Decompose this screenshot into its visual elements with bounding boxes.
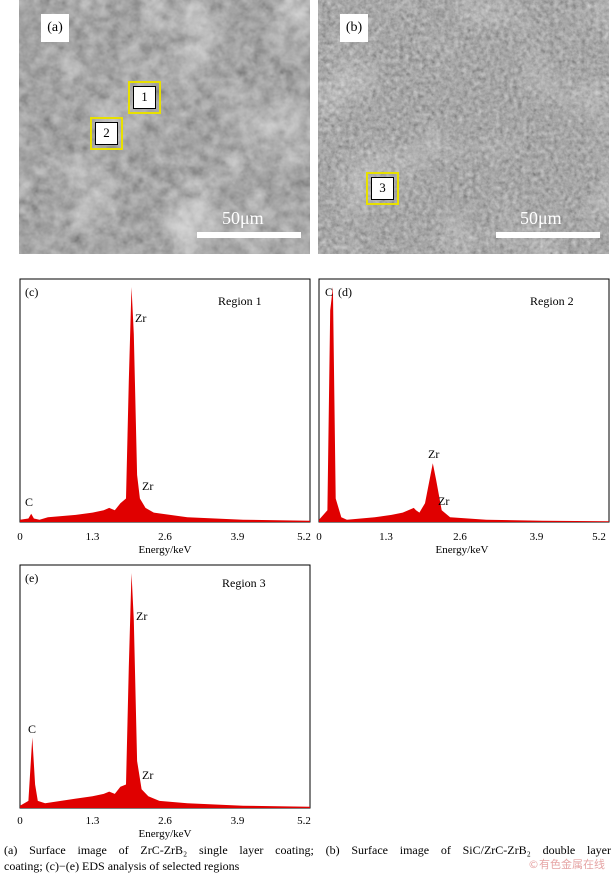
x-axis-label: Energy/keV: [139, 828, 192, 840]
region-label-2: 2: [95, 122, 118, 145]
peak-label-zr-main: Zr: [428, 447, 439, 461]
scale-bar-label-b: 50μm: [520, 208, 562, 228]
x-tick-label: 2.6: [158, 815, 172, 827]
x-tick-label: 2.6: [158, 531, 172, 543]
peak-label-zr-minor: Zr: [142, 479, 153, 493]
x-ticks: 0 1.3 2.6 3.9 5.2: [17, 531, 311, 543]
region-box-1: 1: [128, 81, 161, 114]
panel-label-a: (a): [41, 14, 69, 42]
figure-caption: (a) Surface image of ZrC-ZrB₂ single lay…: [4, 842, 611, 874]
region-box-2: 2: [90, 117, 123, 150]
sem-texture-b: [318, 0, 609, 254]
sem-texture-a: [19, 0, 310, 254]
panel-label: (d): [338, 285, 352, 299]
x-tick-label: 3.9: [530, 531, 544, 543]
region-box-3: 3: [366, 172, 399, 205]
eds-chart-d: C (d) Region 2 Zr Zr 0 1.3 2.6 3.9 5.2 E…: [316, 278, 610, 556]
x-tick-label: 0: [316, 531, 322, 543]
scale-bar-a: [197, 232, 301, 238]
watermark: ©有色金属在线: [528, 858, 605, 871]
x-tick-label: 3.9: [231, 531, 245, 543]
x-tick-label: 1.3: [86, 531, 100, 543]
x-tick-label: 5.2: [297, 531, 311, 543]
panel-label: (e): [25, 571, 38, 585]
sem-image-b: (b) 3 50μm: [318, 0, 609, 254]
plot-frame: [19, 278, 311, 523]
panel-label: (c): [25, 285, 38, 299]
peak-label-c: C: [25, 495, 33, 509]
region-label-3: 3: [371, 177, 394, 200]
chart-title: Region 2: [530, 294, 574, 308]
plot-frame: [318, 278, 610, 523]
chart-title: Region 1: [218, 294, 262, 308]
x-axis-label: Energy/keV: [436, 544, 489, 556]
peak-label-c: C: [325, 285, 333, 299]
x-tick-label: 5.2: [592, 531, 606, 543]
peak-label-zr-minor: Zr: [142, 768, 153, 782]
scale-bar-label-a: 50μm: [222, 208, 264, 228]
panel-label-b: (b): [340, 14, 368, 42]
sem-image-a: (a) 1 2 50μm: [19, 0, 310, 254]
x-tick-label: 3.9: [231, 815, 245, 827]
peak-label-zr-minor: Zr: [438, 494, 449, 508]
x-axis-label: Energy/keV: [139, 544, 192, 556]
caption-line-1: (a) Surface image of ZrC-ZrB₂ single lay…: [4, 843, 611, 857]
x-tick-label: 0: [17, 815, 23, 827]
chart-title: Region 3: [222, 576, 266, 590]
x-tick-label: 1.3: [379, 531, 393, 543]
peak-label-zr-main: Zr: [136, 609, 147, 623]
x-tick-label: 5.2: [297, 815, 311, 827]
eds-chart-c: (c) Region 1 C Zr Zr 0 1.3 2.6 3.9 5.2 E…: [17, 278, 311, 556]
peak-label-c: C: [28, 722, 36, 736]
x-tick-label: 1.3: [86, 815, 100, 827]
eds-chart-e: (e) Region 3 C Zr Zr 0 1.3 2.6 3.9 5.2 E…: [17, 564, 311, 840]
plot-frame: [19, 564, 311, 809]
x-tick-label: 2.6: [453, 531, 467, 543]
scale-bar-b: [496, 232, 600, 238]
x-ticks: 0 1.3 2.6 3.9 5.2: [17, 815, 311, 827]
caption-line-2: coating; (c)−(e) EDS analysis of selecte…: [4, 859, 240, 873]
x-ticks: 0 1.3 2.6 3.9 5.2: [316, 531, 606, 543]
x-tick-label: 0: [17, 531, 23, 543]
region-label-1: 1: [133, 86, 156, 109]
peak-label-zr-main: Zr: [135, 311, 146, 325]
